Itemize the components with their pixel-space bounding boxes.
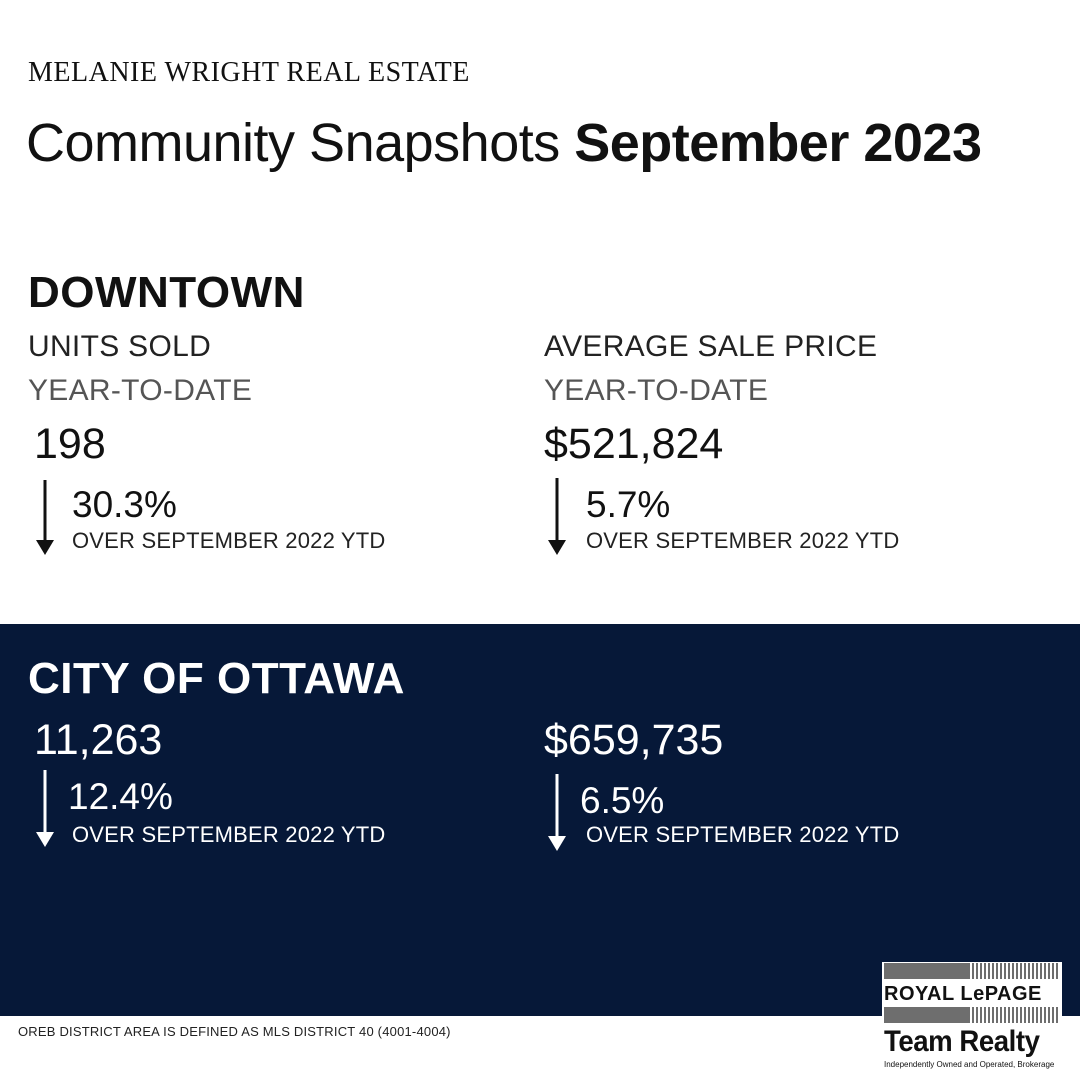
brokerage-logo: ROYAL LePAGE Team Realty Independently O…	[882, 962, 1062, 1072]
downtown-units-period: YEAR-TO-DATE	[28, 374, 253, 407]
ottawa-price-comparison: OVER SEPTEMBER 2022 YTD	[586, 822, 900, 847]
ottawa-price-change: 6.5%	[580, 780, 665, 821]
downtown-price-comparison: OVER SEPTEMBER 2022 YTD	[586, 528, 900, 553]
logo-line-2: Team Realty	[884, 1025, 1040, 1058]
logo-line-3: Independently Owned and Operated, Broker…	[884, 1060, 1055, 1069]
ottawa-units-comparison: OVER SEPTEMBER 2022 YTD	[72, 822, 386, 847]
ottawa-price-value: $659,735	[544, 716, 724, 764]
page-title-bold: September 2023	[574, 113, 982, 173]
page-title-regular: Community Snapshots	[26, 113, 575, 173]
downtown-price-value: $521,824	[544, 420, 724, 468]
city-panel: CITY OF OTTAWA 11,263 12.4% OVER SEPTEMB…	[0, 624, 1080, 1016]
downtown-price-period: YEAR-TO-DATE	[544, 374, 769, 407]
ottawa-units-change: 12.4%	[68, 776, 173, 817]
downtown-price-change: 5.7%	[586, 484, 671, 525]
ottawa-units-value: 11,263	[34, 716, 163, 764]
brand-name: MELANIE WRIGHT REAL ESTATE	[28, 57, 470, 88]
downtown-units-value: 198	[34, 420, 106, 468]
downtown-units-change: 30.3%	[72, 484, 177, 525]
downtown-units-label: UNITS SOLD	[28, 330, 212, 363]
arrow-down-icon	[548, 478, 566, 555]
arrow-down-icon	[36, 480, 54, 555]
downtown-title: DOWNTOWN	[28, 268, 305, 317]
logo-stripe-bar	[884, 963, 1060, 979]
arrow-down-icon	[548, 774, 566, 851]
arrow-down-icon	[36, 770, 54, 847]
footnote: OREB DISTRICT AREA IS DEFINED AS MLS DIS…	[18, 1024, 451, 1039]
logo-line-1: ROYAL LePAGE	[884, 983, 1042, 1005]
page-title: Community Snapshots September 2023	[26, 112, 982, 174]
ottawa-title: CITY OF OTTAWA	[28, 654, 405, 703]
logo-stripe-bar	[884, 1007, 1060, 1023]
downtown-price-label: AVERAGE SALE PRICE	[544, 330, 878, 363]
downtown-units-comparison: OVER SEPTEMBER 2022 YTD	[72, 528, 386, 553]
